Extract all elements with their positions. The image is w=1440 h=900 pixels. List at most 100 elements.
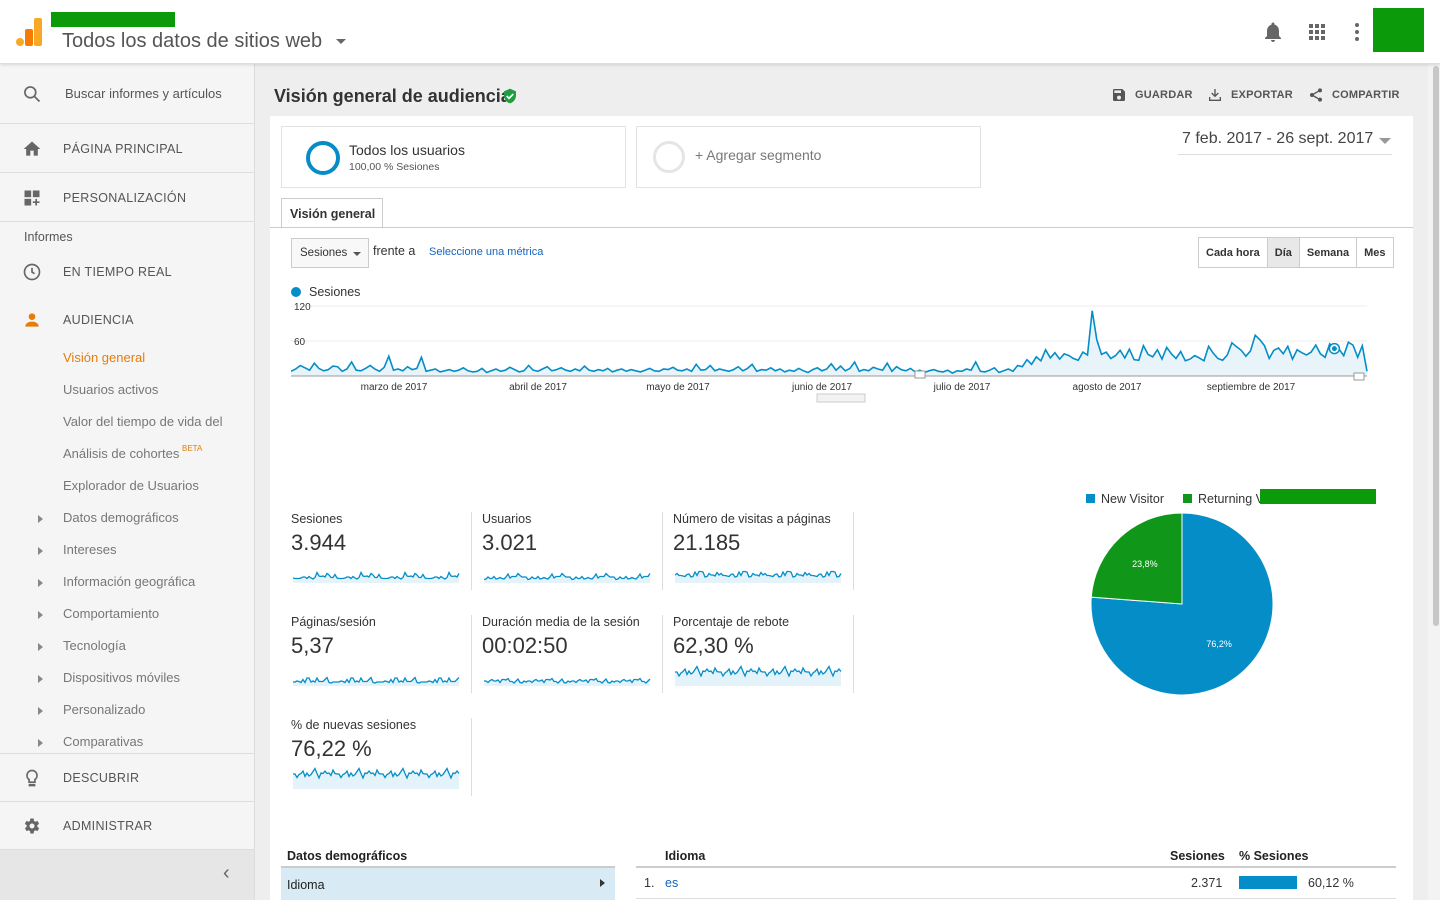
avatar[interactable] <box>1373 8 1424 52</box>
select-metric-link[interactable]: Seleccione una métrica <box>429 246 544 258</box>
gear-icon <box>24 818 40 834</box>
sidebar-subitem[interactable]: Valor del tiempo de vida del <box>63 414 223 429</box>
google-analytics-logo[interactable] <box>16 18 42 46</box>
visitor-pie-chart[interactable]: 76,2% 23,8% <box>1090 512 1274 696</box>
share-button[interactable]: COMPARTIR <box>1310 88 1400 102</box>
sidebar-subitem[interactable]: Visión general <box>63 350 146 365</box>
share-icon <box>1310 88 1322 102</box>
metric-dropdown[interactable]: Sesiones <box>291 238 369 268</box>
metric-tile[interactable]: % de nuevas sesiones 76,22 % <box>291 718 472 796</box>
granularity-button[interactable]: Día <box>1267 238 1300 267</box>
scrollbar-thumb[interactable] <box>1433 66 1439 626</box>
add-segment-button[interactable]: + Agregar segmento <box>636 126 981 188</box>
nav-label: ADMINISTRAR <box>63 819 153 833</box>
account-name-redacted <box>51 12 175 27</box>
sidebar-subitem[interactable]: Información geográfica <box>63 574 196 589</box>
chevron-left-icon: ‹ <box>223 862 230 884</box>
metric-tile[interactable]: Duración media de la sesión 00:02:50 <box>482 615 663 693</box>
table-row-language-link[interactable]: es <box>665 876 679 890</box>
metric-sparkline <box>293 571 460 583</box>
expand-arrow-icon[interactable] <box>38 579 43 587</box>
sidebar-subitem[interactable]: Tecnología <box>63 638 126 653</box>
segment-ring-empty-icon <box>653 141 685 173</box>
download-icon <box>1209 89 1221 101</box>
metric-tile[interactable]: Páginas/sesión 5,37 <box>291 615 472 693</box>
series-area <box>291 310 1367 376</box>
metric-sparkline <box>293 767 460 789</box>
sidebar-subitem[interactable]: Datos demográficos <box>63 510 179 525</box>
divider <box>636 898 1396 899</box>
expand-arrow-icon[interactable] <box>38 611 43 619</box>
granularity-button[interactable]: Semana <box>1299 238 1358 267</box>
expand-arrow-icon[interactable] <box>38 643 43 651</box>
granularity-button[interactable]: Cada hora <box>1199 238 1268 267</box>
sidebar-subitem[interactable]: Explorador de Usuarios <box>63 478 199 493</box>
table-header-sessions[interactable]: Sesiones <box>1170 849 1225 863</box>
nav-label: AUDIENCIA <box>63 313 134 327</box>
page-title: Visión general de audiencia <box>274 86 511 106</box>
nav-customization[interactable]: PERSONALIZACIÓN <box>0 174 254 222</box>
nav-home[interactable]: PÁGINA PRINCIPAL <box>0 125 254 173</box>
demographics-item-language[interactable]: Idioma <box>281 868 615 900</box>
granularity-button[interactable]: Mes <box>1357 238 1393 267</box>
expand-arrow-icon[interactable] <box>38 675 43 683</box>
metric-tile[interactable]: Usuarios 3.021 <box>482 512 663 590</box>
bell-icon[interactable] <box>1261 20 1285 44</box>
highlight-point-core <box>1331 346 1337 352</box>
dashboard-icon <box>24 190 40 206</box>
annotation-marker <box>914 370 926 379</box>
x-tick-label: mayo de 2017 <box>646 382 710 393</box>
metric-tile[interactable]: Porcentaje de rebote 62,30 % <box>673 615 854 693</box>
metric-tile[interactable]: Sesiones 3.944 <box>291 512 472 590</box>
metric-value: 3.021 <box>482 530 538 555</box>
metric-label: Páginas/sesión <box>291 615 376 629</box>
expand-arrow-icon[interactable] <box>38 547 43 555</box>
sidebar-search[interactable]: Buscar informes y artículos <box>0 64 254 124</box>
person-icon <box>25 313 39 327</box>
metric-sparkline <box>675 570 842 583</box>
sidebar-subitem[interactable]: Comportamiento <box>63 606 160 621</box>
export-button[interactable]: EXPORTAR <box>1209 89 1293 101</box>
pie-slice[interactable] <box>1090 512 1183 605</box>
nav-audience[interactable]: AUDIENCIA <box>0 300 254 340</box>
sidebar-subitem[interactable]: Comparativas <box>63 734 144 749</box>
beta-badge: BETA <box>182 444 203 453</box>
series-line <box>291 310 1368 375</box>
expand-arrow-icon[interactable] <box>38 707 43 715</box>
tab-overview[interactable]: Visión general <box>281 198 383 228</box>
sidebar-subitem[interactable]: Dispositivos móviles <box>63 670 181 685</box>
property-selector[interactable]: Todos los datos de sitios web <box>62 30 323 52</box>
segment-all-users[interactable]: Todos los usuarios 100,00 % Sesiones <box>281 126 626 188</box>
search-input[interactable]: Buscar informes y artículos <box>65 86 222 101</box>
save-button[interactable]: GUARDAR <box>1113 89 1193 101</box>
metric-sparkline <box>484 572 651 583</box>
sidebar-subitem[interactable]: Intereses <box>63 542 117 557</box>
sidebar-subitem[interactable]: Usuarios activos <box>63 382 159 397</box>
nav-admin[interactable]: ADMINISTRAR <box>0 802 254 850</box>
y-tick-label: 120 <box>294 302 311 313</box>
pie-data-label: 23,8% <box>1132 559 1158 569</box>
nav-discover[interactable]: DESCUBRIR <box>0 753 254 802</box>
x-tick-label: junio de 2017 <box>791 382 852 393</box>
x-tick-label: marzo de 2017 <box>361 382 428 393</box>
metric-value: 00:02:50 <box>482 633 568 658</box>
expand-arrow-icon[interactable] <box>38 739 43 747</box>
sessions-line-chart[interactable]: 120 60 marzo de 2017 abril de 2017 mayo de 2… <box>291 298 1389 410</box>
sidebar: Buscar informes y artículos PÁGINA PRINC… <box>0 64 255 900</box>
chevron-down-icon[interactable] <box>336 39 346 44</box>
metric-label: Porcentaje de rebote <box>673 615 790 629</box>
series-legend-label: Sesiones <box>309 285 361 299</box>
nav-realtime[interactable]: EN TIEMPO REAL <box>0 252 254 292</box>
more-vert-icon[interactable] <box>1345 20 1369 44</box>
sidebar-subitem[interactable]: Personalizado <box>63 702 146 717</box>
expand-arrow-icon[interactable] <box>38 515 43 523</box>
date-range-picker[interactable]: 7 feb. 2017 - 26 sept. 2017 <box>1182 130 1374 147</box>
chevron-down-icon[interactable] <box>1379 138 1391 144</box>
sidebar-collapse-button[interactable]: ‹ <box>0 850 254 900</box>
report-card: Todos los usuarios 100,00 % Sesiones + A… <box>270 116 1413 900</box>
sidebar-subitem[interactable]: Análisis de cohortes <box>63 446 180 461</box>
apps-grid-icon[interactable] <box>1305 20 1329 44</box>
metric-tile[interactable]: Número de visitas a páginas 21.185 <box>673 512 854 590</box>
table-header-percent[interactable]: % Sesiones <box>1239 849 1309 863</box>
nav-label: PÁGINA PRINCIPAL <box>63 142 183 156</box>
